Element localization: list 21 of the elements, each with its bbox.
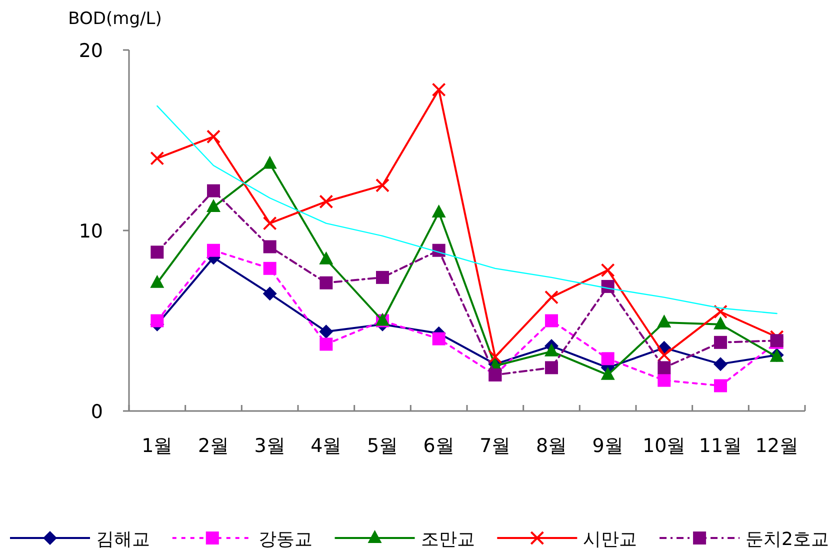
x-tick-label: 5월	[366, 435, 398, 457]
x-tick-label: 9월	[592, 435, 624, 457]
legend-label: 강동교	[258, 529, 312, 550]
x-tick-label: 11월	[698, 435, 742, 457]
x-tick-label: 1월	[142, 435, 173, 457]
legend-label: 둔치2호교	[746, 529, 829, 550]
x-tick-label: 7월	[480, 435, 511, 457]
y-axis-title: BOD(mg/L)	[68, 9, 162, 29]
legend-label: 시만교	[583, 529, 638, 550]
x-tick-label: 8월	[536, 435, 568, 457]
x-tick-label: 10월	[642, 435, 686, 457]
x-tick-label: 4월	[310, 435, 342, 457]
y-tick-label: 10	[78, 220, 103, 242]
legend-label: 김해교	[96, 529, 150, 550]
y-tick-label: 0	[90, 401, 103, 423]
legend-label: 조만교	[420, 529, 475, 550]
x-tick-label: 2월	[198, 435, 230, 457]
x-tick-label: 3월	[254, 435, 286, 457]
y-tick-label: 20	[78, 40, 103, 62]
x-tick-label: 6월	[423, 435, 454, 457]
x-tick-label: 12월	[755, 435, 798, 457]
